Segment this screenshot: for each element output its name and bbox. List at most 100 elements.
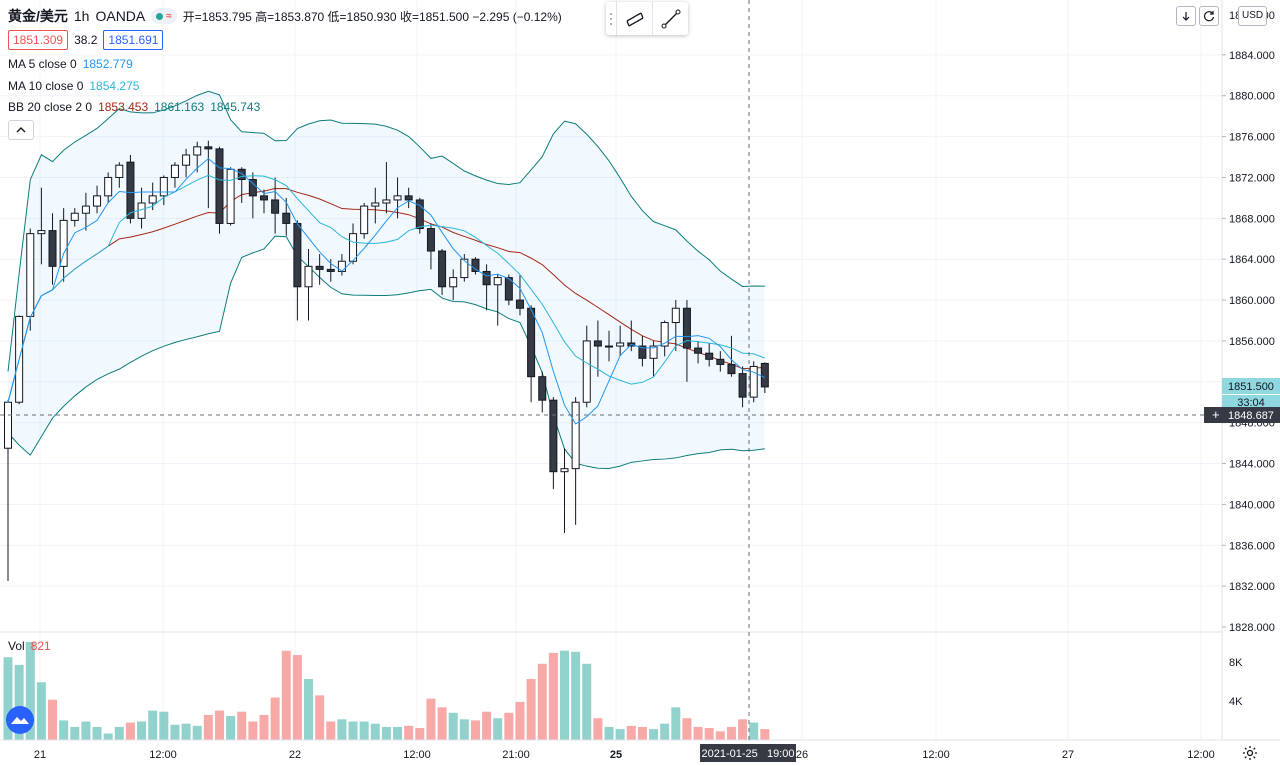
reset-chart-button[interactable] — [1199, 6, 1219, 26]
ma10-legend[interactable]: MA 10 close 0 1854.275 — [8, 79, 139, 93]
candle-body — [70, 212, 79, 221]
symbol-name[interactable]: 黄金/美元 — [8, 8, 68, 24]
candle-body — [605, 345, 614, 348]
volume-bar — [560, 650, 569, 740]
exchange-label: OANDA — [95, 8, 146, 24]
scroll-to-latest-button[interactable] — [1176, 6, 1196, 26]
moving-averages — [7, 158, 766, 425]
volume-bar — [504, 712, 514, 740]
volume-axis-8k: 8K — [1229, 657, 1243, 669]
candle-body — [349, 233, 358, 262]
candle-body — [48, 230, 57, 267]
candle-body — [26, 233, 35, 317]
time-tick-label: 12:00 — [149, 749, 177, 761]
volume-bar — [582, 663, 592, 740]
volume-bar — [103, 733, 113, 740]
candle-body — [460, 258, 469, 279]
market-open-icon — [156, 12, 164, 20]
volume-bar — [704, 728, 714, 740]
currency-button[interactable]: USD — [1238, 6, 1268, 26]
candle-body — [682, 307, 691, 349]
bb-label: BB 20 close 2 0 — [8, 100, 93, 114]
trend-line-tool-button[interactable] — [652, 2, 688, 35]
candle-body — [304, 265, 313, 288]
bb-legend[interactable]: BB 20 close 2 0 1853.453 1861.163 1845.7… — [8, 100, 260, 114]
candle-body — [438, 250, 447, 288]
countdown-tag — [1222, 395, 1280, 409]
candle-body — [204, 146, 213, 150]
chevron-up-icon — [16, 127, 26, 133]
candle-body — [293, 222, 302, 288]
volume-bar — [181, 723, 191, 740]
sell-button[interactable]: 1851.309 — [8, 30, 69, 50]
collapse-legend-button[interactable] — [8, 120, 34, 140]
volume-bar — [70, 726, 80, 740]
candle-body — [59, 219, 68, 267]
candle-body — [694, 347, 703, 354]
drag-handle[interactable] — [606, 2, 616, 35]
candle-body — [326, 268, 335, 272]
volume-bar — [259, 714, 269, 740]
candle-body — [93, 195, 102, 207]
candle-body — [37, 230, 46, 235]
time-tick-label: 12:00 — [922, 749, 950, 761]
volume-bar — [270, 697, 280, 740]
candle-body — [237, 168, 246, 181]
volume-bar — [92, 726, 102, 740]
drag-handle-icon — [610, 12, 613, 25]
candle-body — [482, 270, 491, 286]
candle-body — [760, 362, 769, 388]
price-tick-label: 1856.000 — [1229, 336, 1275, 348]
price-tick-label: 1880.000 — [1229, 91, 1275, 103]
buy-button[interactable]: 1851.691 — [103, 30, 164, 50]
volume-legend[interactable]: Vol 821 — [8, 639, 51, 653]
candle-body — [616, 342, 625, 347]
volume-bar — [170, 724, 180, 740]
time-axis[interactable]: 21 12:00 22 12:00 21:00 25 26 12:00 27 12:00 — [34, 749, 1215, 761]
candle-body — [360, 205, 369, 235]
candle-body — [527, 307, 536, 378]
price-tick-label: 1876.000 — [1229, 132, 1275, 144]
candle-body — [115, 164, 124, 178]
axes — [0, 0, 1280, 741]
volume-bar — [393, 726, 403, 740]
candle-body — [493, 277, 502, 286]
interval-label[interactable]: 1h — [73, 8, 90, 24]
candle-body — [449, 277, 458, 288]
drawing-toolbox — [606, 2, 688, 35]
price-tick-label: 1884.000 — [1229, 50, 1275, 62]
volume-bar — [593, 718, 603, 740]
price-tick-label: 1840.000 — [1229, 499, 1275, 511]
volume-bar — [359, 721, 369, 740]
volume-bar — [604, 726, 614, 740]
bollinger-bands — [7, 90, 765, 469]
ma5-legend[interactable]: MA 5 close 0 1852.779 — [8, 57, 133, 71]
price-tick-label: 1864.000 — [1229, 254, 1275, 266]
candle-body — [104, 176, 113, 197]
tradingview-logo-icon[interactable] — [6, 706, 34, 734]
volume-bar — [426, 698, 436, 740]
candle-body — [582, 340, 591, 403]
candle-body — [393, 195, 402, 201]
volume-bar — [615, 729, 625, 740]
price-tick-label: 1860.000 — [1229, 295, 1275, 307]
candle-body — [315, 265, 324, 270]
time-tick-label: 21:00 — [502, 749, 530, 761]
settings-button[interactable] — [1242, 745, 1258, 761]
candle-body — [226, 168, 235, 224]
volume-bar — [749, 722, 759, 740]
volume-bar — [482, 711, 492, 740]
market-status-badge[interactable]: ≈ — [151, 8, 177, 24]
price-axis[interactable]: 1888.0001884.0001880.0001876.0001872.000… — [1222, 10, 1275, 634]
volume-bar — [137, 721, 147, 740]
bid-ask: 1851.309 38.2 1851.691 — [8, 30, 164, 50]
candle-body — [515, 299, 524, 309]
volume-bar — [448, 712, 458, 740]
candle-body — [426, 228, 435, 252]
volume-bar — [571, 651, 581, 740]
volume-bar — [148, 710, 158, 740]
pattern-tool-button[interactable] — [616, 2, 652, 35]
price-tags: 1851.500 33:04 + 1848.687 2021-01-25 19:… — [700, 378, 1280, 762]
bb-fill — [8, 91, 765, 469]
